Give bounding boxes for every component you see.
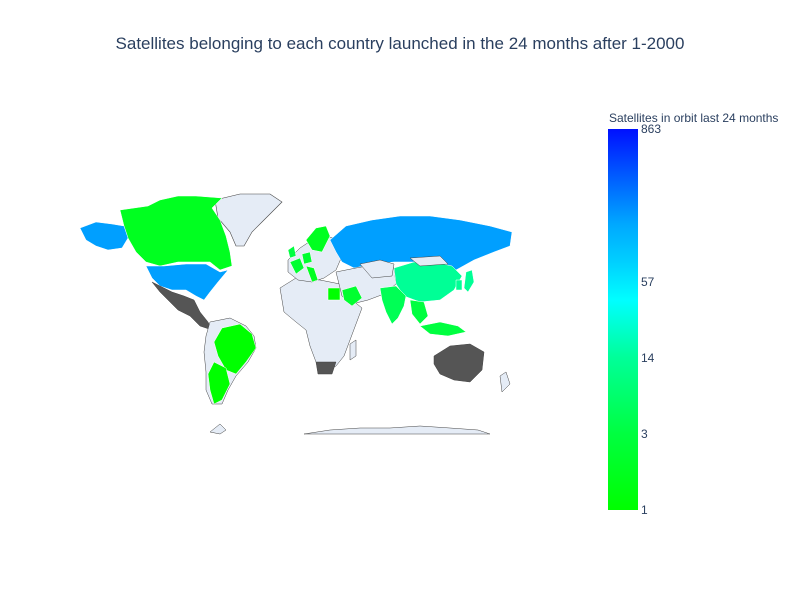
region-madagascar[interactable] xyxy=(349,339,357,361)
region-italy[interactable] xyxy=(305,265,319,283)
region-antarctica-west[interactable] xyxy=(209,423,227,435)
region-south-africa[interactable] xyxy=(315,361,337,375)
region-canada[interactable] xyxy=(119,195,233,271)
region-africa[interactable] xyxy=(279,277,363,373)
region-antarctica[interactable] xyxy=(303,425,491,435)
colorbar-tick-863: 863 xyxy=(641,122,662,136)
region-new-zealand[interactable] xyxy=(499,371,511,393)
colorbar-tick-1: 1 xyxy=(641,503,648,517)
colorbar-title: Satellites in orbit last 24 months xyxy=(609,111,779,125)
colorbar-tick-14: 14 xyxy=(641,351,655,365)
colorbar xyxy=(608,129,638,510)
region-korea[interactable] xyxy=(455,279,463,291)
region-usa[interactable] xyxy=(145,263,229,301)
region-russia[interactable] xyxy=(329,215,513,271)
region-saudi-arabia[interactable] xyxy=(341,285,363,307)
region-egypt[interactable] xyxy=(327,287,341,301)
region-mongolia[interactable] xyxy=(409,255,449,267)
region-greenland[interactable] xyxy=(214,193,283,247)
colorbar-tick-57: 57 xyxy=(641,275,655,289)
region-scandinavia[interactable] xyxy=(305,225,331,253)
region-kazakhstan[interactable] xyxy=(359,259,395,279)
colorbar-tick-3: 3 xyxy=(641,427,648,441)
region-germany[interactable] xyxy=(301,251,313,265)
region-alaska[interactable] xyxy=(79,221,129,251)
region-japan[interactable] xyxy=(463,269,475,293)
chart-title: Satellites belonging to each country lau… xyxy=(115,34,685,53)
region-indonesia[interactable] xyxy=(419,321,467,337)
region-argentina[interactable] xyxy=(207,361,231,405)
region-uk[interactable] xyxy=(287,245,297,259)
region-india[interactable] xyxy=(379,285,407,325)
region-australia[interactable] xyxy=(433,343,485,383)
region-france[interactable] xyxy=(289,257,305,275)
region-brazil[interactable] xyxy=(213,323,257,375)
region-se-asia[interactable] xyxy=(409,299,429,325)
